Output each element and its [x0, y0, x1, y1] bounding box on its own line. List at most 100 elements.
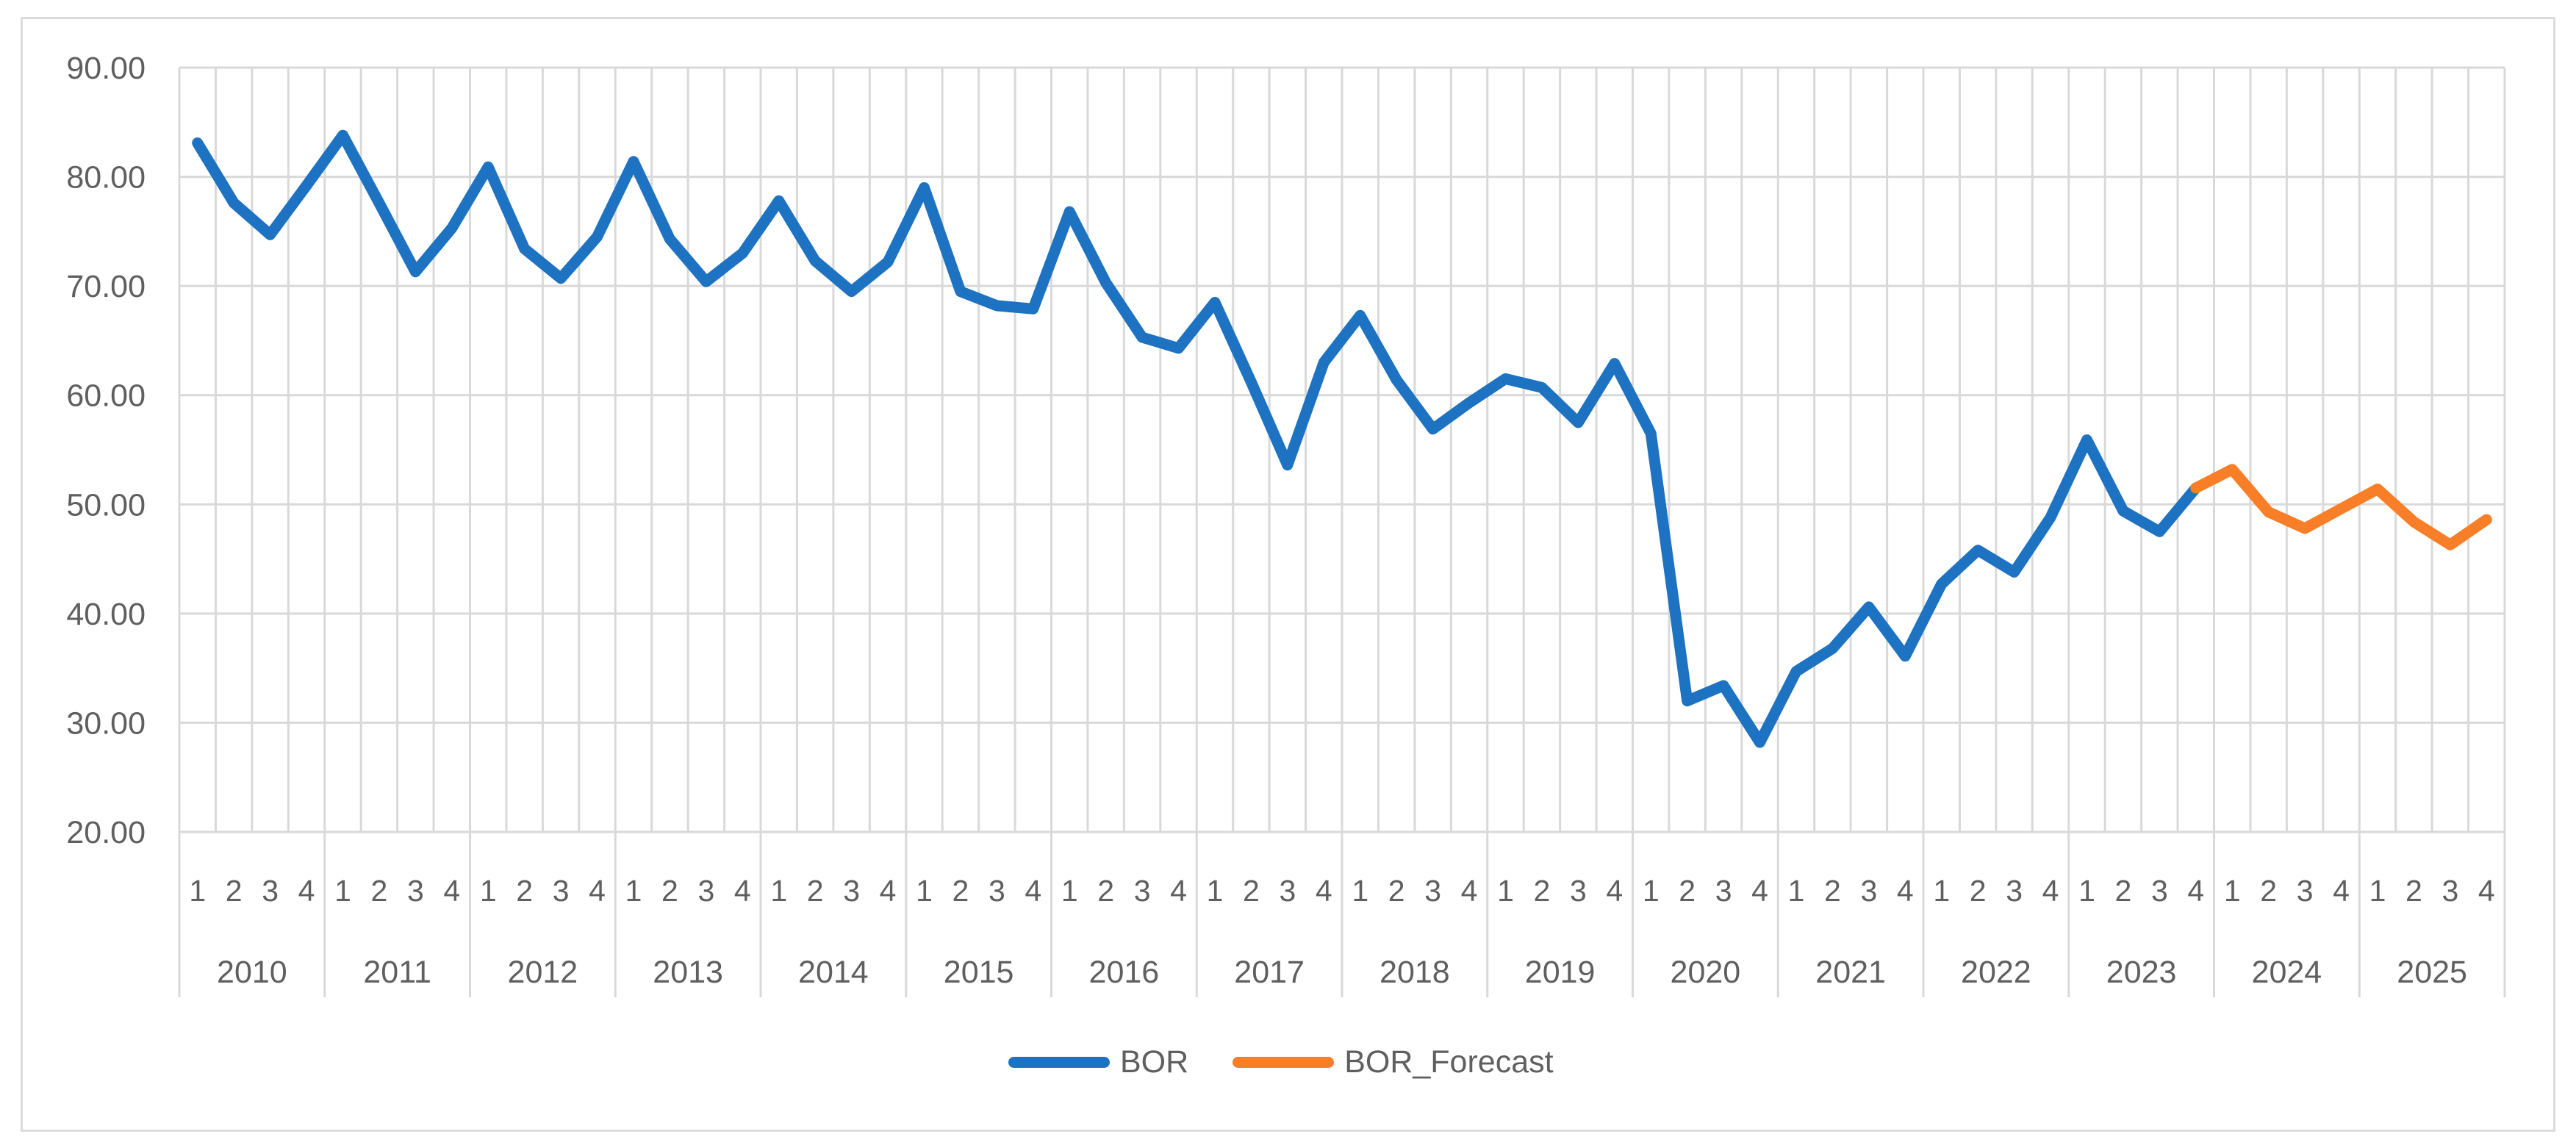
year-tick-label: 2014: [798, 955, 869, 990]
year-tick-label: 2013: [653, 955, 723, 990]
quarter-tick-label: 2: [2115, 874, 2132, 908]
quarter-tick-label: 3: [697, 874, 714, 908]
year-tick-label: 2010: [217, 955, 287, 990]
quarter-tick-label: 2: [661, 874, 678, 908]
legend-label-bor: BOR: [1120, 1044, 1189, 1080]
y-axis-tick-label: 60.00: [66, 378, 146, 414]
quarter-tick-label: 3: [2442, 874, 2458, 908]
quarter-tick-label: 3: [2151, 874, 2168, 908]
quarter-tick-label: 1: [916, 874, 933, 908]
quarter-tick-label: 2: [1097, 874, 1114, 908]
year-tick-label: 2024: [2252, 955, 2322, 990]
quarter-tick-label: 2: [1970, 874, 1987, 908]
quarter-tick-label: 1: [1643, 874, 1660, 908]
quarter-tick-label: 1: [770, 874, 787, 908]
legend-swatch-forecast-line: [1233, 1056, 1335, 1068]
y-axis-tick-label: 80.00: [66, 160, 146, 195]
quarter-tick-label: 1: [480, 874, 497, 908]
quarter-tick-label: 4: [1751, 874, 1768, 908]
chart-border: [21, 17, 2555, 1132]
quarter-tick-label: 1: [2078, 874, 2095, 908]
quarter-tick-label: 3: [1570, 874, 1587, 908]
legend-swatch-bor-line: [1008, 1056, 1110, 1068]
quarter-tick-label: 4: [1025, 874, 1041, 908]
y-axis-tick-label: 90.00: [66, 51, 146, 86]
quarter-tick-label: 1: [1933, 874, 1950, 908]
quarter-tick-label: 1: [189, 874, 206, 908]
quarter-tick-label: 1: [1352, 874, 1368, 908]
quarter-tick-label: 3: [407, 874, 424, 908]
quarter-tick-label: 3: [1715, 874, 1732, 908]
year-tick-label: 2021: [1815, 955, 1886, 990]
y-axis-tick-label: 50.00: [66, 487, 146, 523]
quarter-tick-label: 3: [1279, 874, 1296, 908]
y-axis-tick-label: 20.00: [66, 815, 146, 850]
quarter-tick-label: 1: [1497, 874, 1514, 908]
quarter-tick-label: 1: [1207, 874, 1224, 908]
year-tick-label: 2016: [1089, 955, 1160, 990]
quarter-tick-label: 2: [1679, 874, 1696, 908]
quarter-tick-label: 3: [553, 874, 570, 908]
quarter-tick-label: 3: [2297, 874, 2314, 908]
quarter-tick-label: 1: [2369, 874, 2386, 908]
year-labels: 2010 2011 2012 2013 2014 2015 2016 2017 2018 2019…: [217, 955, 2467, 990]
quarter-tick-label: 2: [1824, 874, 1841, 908]
year-separators: [178, 832, 2506, 997]
legend-label-bor-forecast: BOR_Forecast: [1344, 1044, 1554, 1080]
quarter-tick-label: 2: [2405, 874, 2422, 908]
series-bor-line[interactable]: [192, 129, 2202, 748]
quarter-tick-label: 3: [1134, 874, 1151, 908]
legend-item-bor-forecast[interactable]: BOR_Forecast: [1233, 1044, 1554, 1080]
year-tick-label: 2022: [1961, 955, 2031, 990]
year-tick-label: 2025: [2397, 955, 2467, 990]
year-tick-label: 2011: [363, 955, 431, 990]
quarter-tick-label: 4: [443, 874, 460, 908]
quarter-tick-label: 1: [1788, 874, 1805, 908]
quarter-tick-label: 2: [371, 874, 388, 908]
year-tick-label: 2019: [1525, 955, 1596, 990]
year-tick-label: 2023: [2106, 955, 2177, 990]
quarter-tick-label: 1: [334, 874, 351, 908]
quarter-tick-label: 2: [516, 874, 533, 908]
quarter-tick-label: 2: [807, 874, 824, 908]
quarter-tick-label: 3: [262, 874, 279, 908]
quarter-tick-label: 2: [226, 874, 243, 908]
y-axis-labels: 90.00 80.00 70.00 60.00 50.00 40.00 30.00 20.00: [66, 51, 146, 850]
y-axis-tick-label: 30.00: [66, 706, 146, 741]
quarter-tick-label: 4: [589, 874, 606, 908]
y-axis-tick-label: 70.00: [66, 269, 146, 304]
quarter-tick-label: 4: [2042, 874, 2059, 908]
legend-item-bor[interactable]: BOR: [1008, 1044, 1188, 1080]
quarter-tick-label: 4: [734, 874, 751, 908]
quarter-tick-label: 4: [298, 874, 315, 908]
year-tick-label: 2020: [1671, 955, 1741, 990]
y-axis-tick-label: 40.00: [66, 597, 146, 632]
year-tick-label: 2017: [1234, 955, 1305, 990]
quarter-tick-label: 3: [843, 874, 860, 908]
quarter-tick-label: 4: [1170, 874, 1187, 908]
quarter-tick-label: 2: [952, 874, 969, 908]
quarter-tick-label: 3: [2006, 874, 2023, 908]
quarter-tick-label: 2: [1534, 874, 1551, 908]
quarter-tick-label: 3: [1860, 874, 1877, 908]
legend: BOR BOR_Forecast: [1008, 1042, 1554, 1082]
year-tick-label: 2012: [508, 955, 578, 990]
quarter-tick-label: 2: [1388, 874, 1405, 908]
quarter-tick-label: 4: [2187, 874, 2204, 908]
quarter-tick-label: 4: [1897, 874, 1914, 908]
quarter-tick-label: 3: [1424, 874, 1441, 908]
quarter-tick-label: 3: [989, 874, 1005, 908]
quarter-tick-label: 4: [1316, 874, 1332, 908]
quarter-tick-label: 4: [1606, 874, 1623, 908]
quarter-tick-label: 4: [2333, 874, 2350, 908]
quarter-tick-label: 2: [2260, 874, 2277, 908]
quarter-tick-label: 4: [2478, 874, 2495, 908]
series-bor-forecast-line[interactable]: [2190, 464, 2492, 550]
quarter-tick-label: 4: [1461, 874, 1478, 908]
quarter-tick-label: 4: [880, 874, 897, 908]
year-tick-label: 2015: [944, 955, 1014, 990]
year-tick-label: 2018: [1380, 955, 1450, 990]
